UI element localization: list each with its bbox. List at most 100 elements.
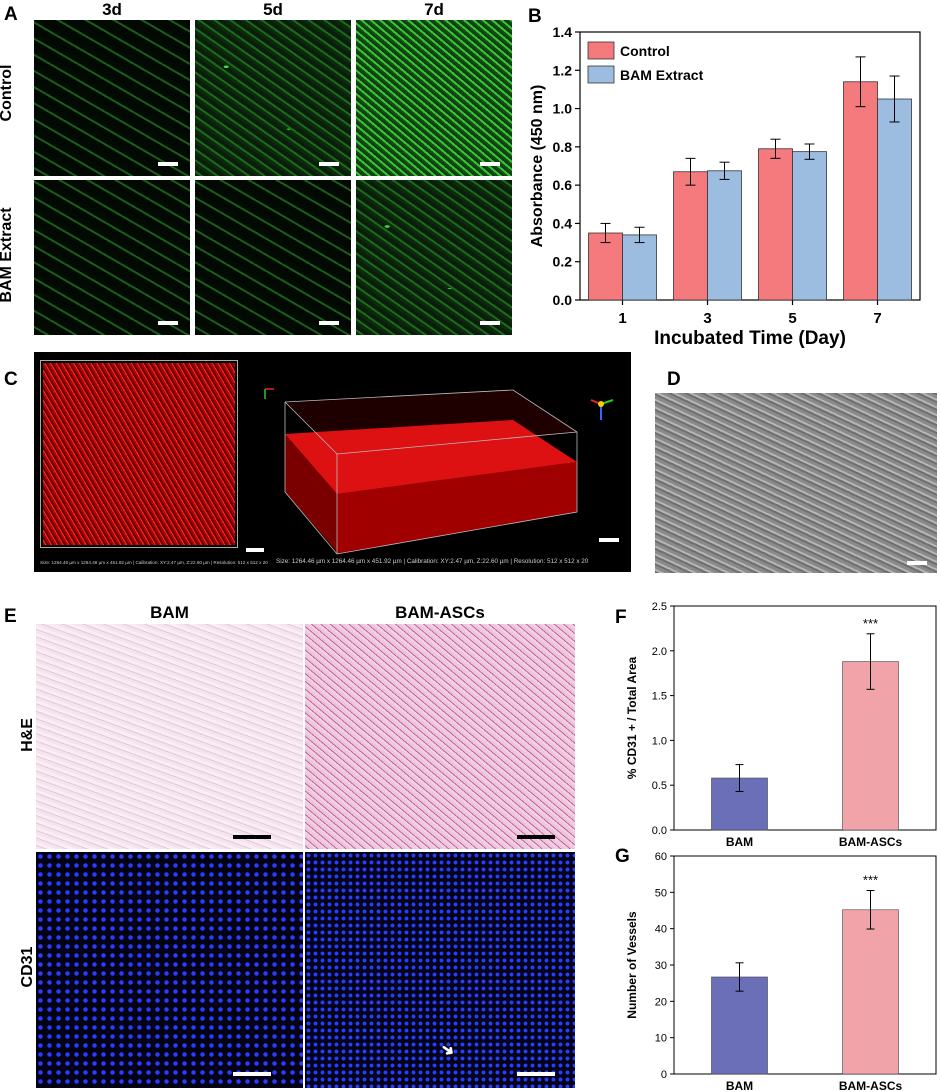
- he-stain-image-bam: [36, 624, 303, 849]
- y-tick-label: 0: [661, 1069, 667, 1081]
- panel-label-f: F: [615, 607, 627, 628]
- arrow-icon: ➜: [437, 1039, 458, 1062]
- fluorescence-image-bam-extract-7d: [356, 180, 512, 335]
- he-stain-image-bam-ascs: [305, 624, 575, 849]
- fluorescence-image-bam-extract-5d: [195, 180, 351, 335]
- y-tick-label: 2.0: [652, 646, 667, 658]
- bar-bam-extract: [877, 98, 912, 301]
- bar-control: [673, 171, 708, 301]
- panel-e-row-cd31: CD31: [19, 946, 36, 988]
- panel-label-c: C: [4, 369, 18, 390]
- panel-label-d: D: [667, 369, 681, 390]
- y-tick-label: 0.8: [553, 139, 573, 155]
- x-tick-label: 7: [873, 310, 881, 327]
- panel-label-b: B: [528, 6, 542, 27]
- bar-bam: [711, 976, 768, 1075]
- scale-bar: [907, 561, 927, 565]
- bar-bam-extract: [622, 234, 657, 301]
- x-tick-label: 5: [788, 310, 796, 327]
- x-tick-label: BAM: [726, 1079, 753, 1092]
- y-tick-label: 0.2: [553, 254, 573, 270]
- y-tick-label: 1.5: [652, 691, 667, 703]
- y-tick-label: 1.0: [652, 735, 667, 747]
- x-tick-label: BAM: [726, 835, 753, 848]
- scale-bar: [480, 321, 500, 325]
- scale-bar: [599, 538, 619, 542]
- fluorescence-image-control-7d: [356, 20, 512, 176]
- image-metadata-caption-left: Size: 1264.46 µm x 1264.46 µm x 451.92 µ…: [40, 560, 268, 565]
- fluorescence-image-control-3d: [34, 20, 190, 176]
- legend-label: BAM Extract: [620, 67, 704, 83]
- sem-image: [655, 393, 937, 573]
- scale-bar: [246, 548, 264, 552]
- x-tick-label: BAM-ASCs: [839, 835, 903, 848]
- fluorescence-image-control-5d: [195, 20, 351, 176]
- axis-orientation-icon: [262, 386, 274, 399]
- bar-control: [758, 148, 793, 301]
- y-tick-label: 60: [655, 851, 667, 863]
- red-fluorescence-top-view: [43, 363, 235, 545]
- panel-a-row-control: Control: [0, 64, 15, 122]
- chart-g: 0 10 20 30 40 50 60 BAM *** BAM-ASCs Number of Ves…: [625, 851, 937, 1092]
- legend-swatch: [587, 41, 615, 60]
- chart-b: 0.0 0.2 0.4 0.6 0.8 1.0 1.2 1.4 1 3 5 7 Incubated Ti…: [529, 24, 921, 349]
- significance-marker: ***: [863, 616, 878, 631]
- scale-bar: [158, 162, 178, 166]
- panel-e-col-bam-ascs: BAM-ASCs: [395, 603, 485, 622]
- scale-bar: [233, 1072, 271, 1076]
- image-metadata-caption-right: Size: 1264.46 µm x 1264.46 µm x 451.92 µ…: [276, 558, 589, 565]
- scale-bar: [517, 1072, 555, 1076]
- y-tick-label: 0.6: [553, 177, 573, 193]
- scale-bar: [480, 162, 500, 166]
- bar-control: [588, 232, 623, 301]
- plot-frame: [579, 31, 921, 301]
- scale-bar: [233, 835, 271, 839]
- scale-bar: [319, 321, 339, 325]
- y-tick-label: 40: [655, 924, 667, 936]
- y-axis-title: Number of Vessels: [625, 911, 639, 1019]
- y-axis-title: % CD31 + / Total Area: [625, 656, 639, 779]
- confocal-3d-image-panel: Size: 1264.46 µm x 1264.46 µm x 451.92 µ…: [34, 352, 631, 572]
- x-axis-title: Incubated Time (Day): [654, 328, 846, 349]
- panel-e-col-bam: BAM: [150, 603, 189, 622]
- scale-bar: [319, 162, 339, 166]
- y-tick-label: 50: [655, 887, 667, 899]
- scale-bar: [158, 321, 178, 325]
- y-tick-label: 0.0: [652, 825, 667, 837]
- y-tick-label: 0.4: [553, 215, 573, 231]
- x-tick-label: BAM-ASCs: [839, 1079, 903, 1092]
- legend-swatch: [587, 65, 615, 84]
- panel-e-row-he: H&E: [19, 718, 36, 752]
- y-tick-label: 1.0: [553, 101, 573, 117]
- cd31-fluorescence-image-bam: [36, 852, 303, 1088]
- y-tick-label: 2.5: [652, 601, 667, 613]
- y-tick-label: 1.4: [553, 24, 573, 40]
- significance-marker: ***: [863, 873, 878, 888]
- bar-bam-extract: [792, 151, 827, 301]
- cd31-fluorescence-image-bam-ascs: ➜: [305, 852, 575, 1088]
- plot-frame: [673, 605, 937, 831]
- legend-label: Control: [620, 43, 670, 59]
- y-tick-label: 1.2: [553, 62, 573, 78]
- panel-a-col-3d: 3d: [102, 0, 122, 19]
- panel-a-col-5d: 5d: [263, 0, 283, 19]
- panel-a-col-7d: 7d: [424, 0, 444, 19]
- axis-3d-orientation-icon: [590, 399, 614, 420]
- bar-bam-extract: [707, 170, 742, 301]
- panel-label-e: E: [4, 606, 17, 627]
- x-tick-label: 1: [618, 310, 626, 327]
- y-tick-label: 0.5: [652, 780, 667, 792]
- x-tick-label: 3: [703, 310, 711, 327]
- y-tick-label: 0.0: [553, 292, 573, 308]
- bar-bam-ascs: [842, 909, 899, 1075]
- bar-control: [843, 81, 878, 301]
- panel-a-row-bam-extract: BAM Extract: [0, 207, 15, 303]
- y-tick-label: 30: [655, 960, 667, 972]
- panel-label-a: A: [4, 4, 18, 25]
- side-view-box: [284, 389, 578, 555]
- chart-f: 0.0 0.5 1.0 1.5 2.0 2.5 BAM *** BAM-ASCs % CD31 +…: [625, 601, 937, 848]
- y-axis-title: Absorbance (450 nm): [529, 85, 546, 248]
- panel-label-g: G: [615, 846, 630, 867]
- y-tick-label: 10: [655, 1033, 667, 1045]
- top-view-box: [40, 360, 238, 548]
